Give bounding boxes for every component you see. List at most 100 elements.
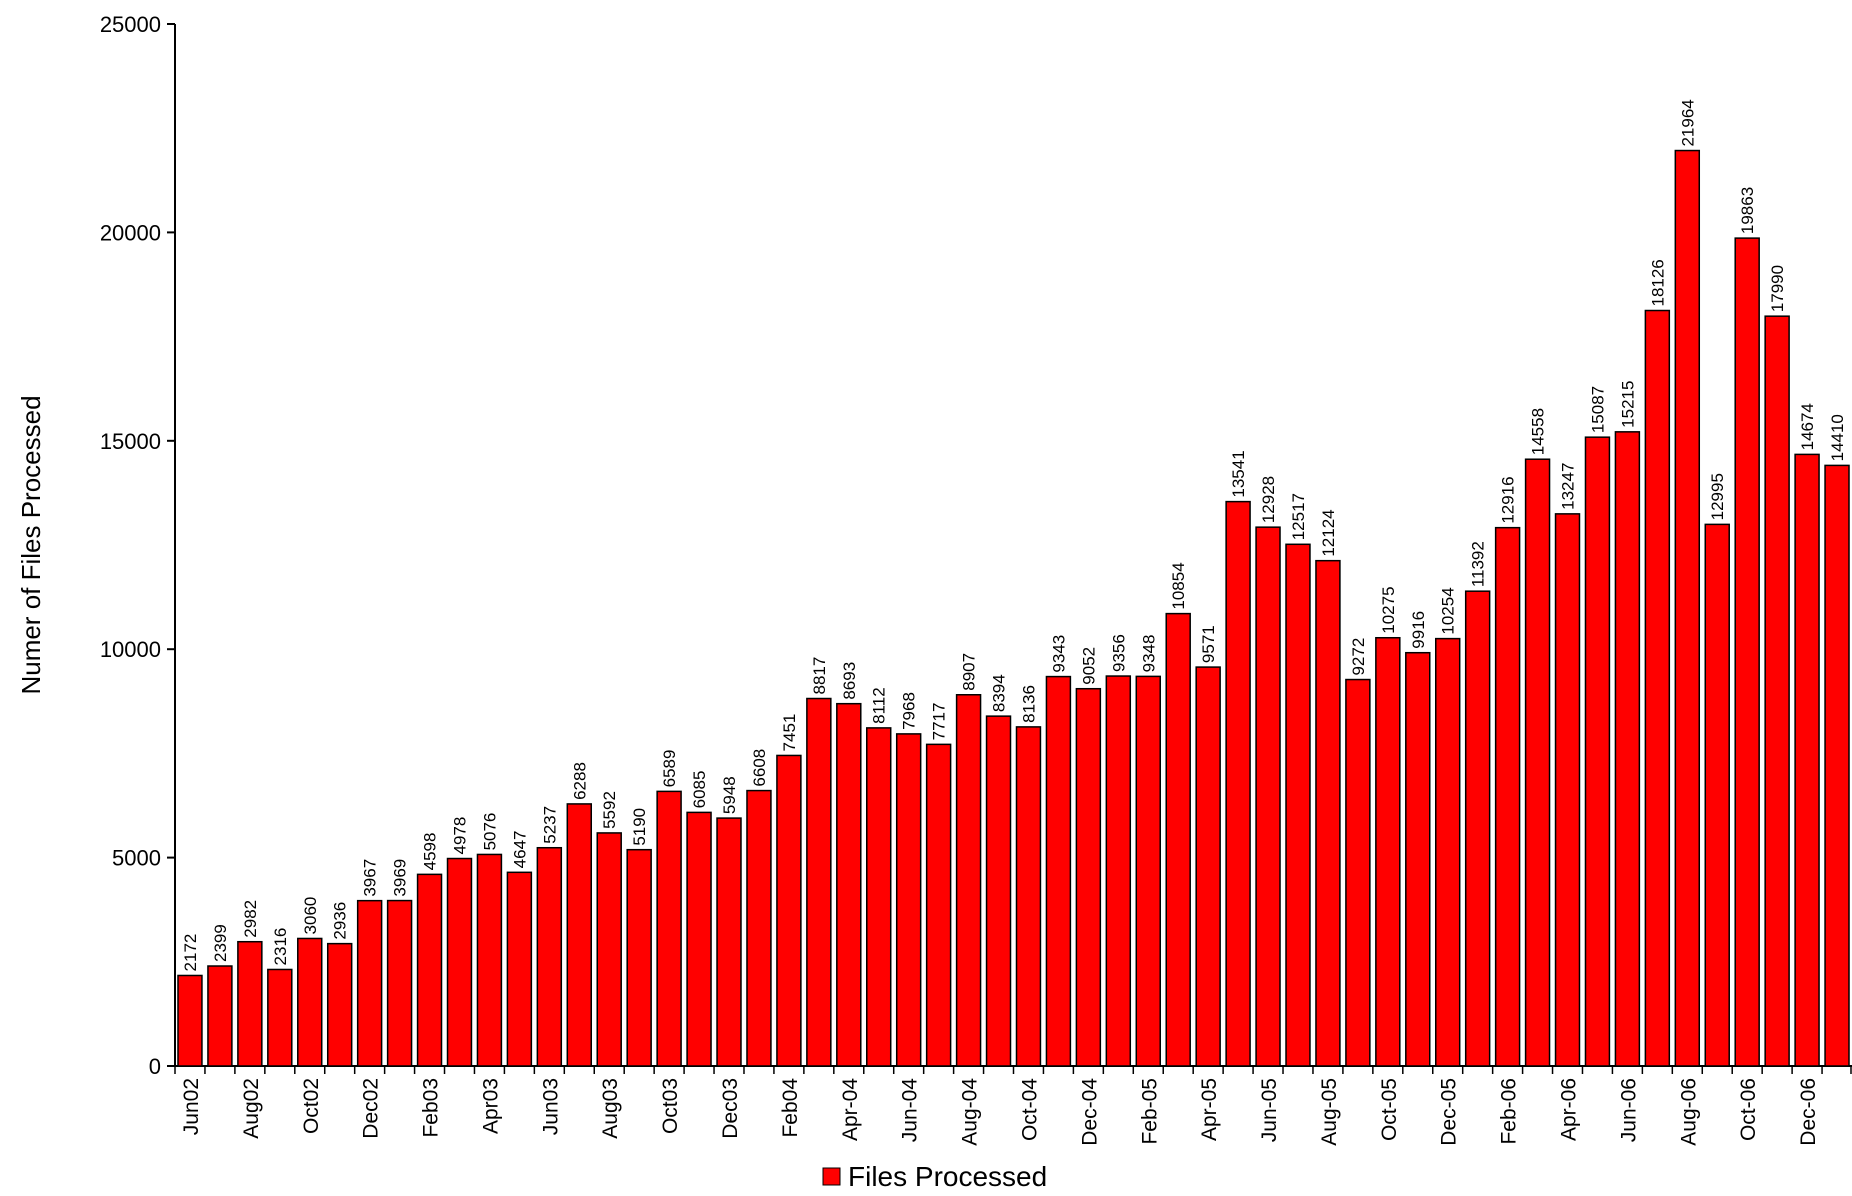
x-tick-label: Oct03: [659, 1078, 682, 1134]
y-tick-label: 0: [149, 1054, 161, 1079]
x-tick-label: Dec-05: [1438, 1078, 1461, 1146]
bar-value-label: 14674: [1798, 403, 1817, 450]
bar: [836, 702, 862, 1067]
bar-value-label: 5190: [630, 808, 649, 846]
x-tick-label: Apr-04: [839, 1078, 862, 1141]
bar: [267, 968, 293, 1067]
bar-value-label: 4978: [450, 817, 469, 855]
bar-value-label: 15087: [1588, 386, 1607, 433]
bar-value-label: 13247: [1559, 463, 1578, 510]
bar-series-files-processed: [177, 149, 1850, 1067]
bar: [1464, 590, 1491, 1067]
bar-value-label: 9571: [1199, 625, 1218, 663]
bar: [596, 832, 622, 1067]
bar: [776, 754, 802, 1067]
x-tick-label: Dec03: [719, 1078, 742, 1139]
data-labels: 2172 2399 2982 2316 3060 2936 3967 3969 4598 4978…: [181, 99, 1847, 971]
x-tick-label: Jun-06: [1617, 1078, 1640, 1142]
bar: [237, 940, 263, 1067]
bar-value-label: 4598: [421, 833, 440, 871]
bar-value-label: 15215: [1618, 381, 1637, 428]
bar: [1285, 543, 1311, 1067]
bar: [386, 899, 413, 1067]
bar: [985, 715, 1012, 1067]
bar: [506, 871, 533, 1067]
x-tick-label: Apr-06: [1558, 1078, 1581, 1141]
bar-value-label: 9272: [1349, 638, 1368, 676]
bar: [1794, 453, 1820, 1067]
x-tick-label: Dec-04: [1078, 1078, 1101, 1146]
legend-swatch: [822, 1167, 841, 1186]
x-tick-label: Feb-06: [1498, 1078, 1521, 1145]
bar: [1704, 523, 1730, 1067]
bar: [955, 694, 982, 1067]
bar-value-label: 7968: [900, 692, 919, 730]
bar: [446, 857, 473, 1067]
bar: [1554, 513, 1581, 1067]
bar: [746, 789, 772, 1067]
bar-value-label: 9052: [1079, 647, 1098, 685]
bar-value-label: 8693: [840, 662, 859, 700]
x-axis-ticks: Jun02 Aug02 Oct02 Dec02 Feb03 Apr03 Jun03 Aug03…: [174, 1066, 1852, 1146]
bar: [1734, 237, 1760, 1067]
bar: [1075, 687, 1102, 1067]
bar-value-label: 8136: [1019, 685, 1038, 723]
bar-value-label: 14558: [1529, 408, 1548, 455]
bar-value-label: 5076: [480, 813, 499, 851]
bar: [476, 853, 503, 1067]
bar: [1674, 149, 1701, 1067]
bar-value-label: 12928: [1259, 476, 1278, 523]
bar: [356, 899, 383, 1067]
bar-value-label: 12124: [1319, 509, 1338, 556]
bar-value-label: 10854: [1169, 562, 1188, 609]
x-tick-label: Jun-04: [899, 1078, 922, 1143]
bar: [297, 937, 323, 1067]
bar: [1764, 315, 1790, 1067]
x-tick-label: Apr-05: [1198, 1078, 1221, 1141]
bar: [806, 697, 832, 1067]
bar: [1494, 526, 1521, 1067]
bar: [1195, 666, 1221, 1067]
bar: [686, 811, 712, 1067]
bar: [566, 803, 593, 1067]
bar: [1255, 526, 1281, 1067]
bar: [207, 965, 233, 1067]
y-tick-label: 20000: [100, 220, 161, 245]
bar-value-label: 21964: [1678, 99, 1697, 146]
bar-value-label: 7451: [780, 714, 799, 752]
bar-value-label: 6589: [660, 750, 679, 788]
bar-value-label: 9356: [1109, 634, 1128, 672]
x-tick-label: Aug02: [240, 1078, 263, 1139]
y-axis-label: Numer of Files Processed: [16, 395, 46, 694]
bar: [1434, 637, 1461, 1067]
bar-value-label: 19863: [1738, 187, 1757, 234]
bar: [326, 942, 353, 1067]
bar: [925, 743, 952, 1067]
bar-value-label: 5948: [720, 776, 739, 814]
bar-value-label: 2982: [241, 900, 260, 938]
bar-value-label: 9916: [1409, 611, 1428, 649]
bar: [1824, 464, 1850, 1067]
bar-value-label: 11392: [1469, 541, 1488, 587]
bar: [1644, 309, 1671, 1067]
x-tick-label: Jun02: [180, 1078, 203, 1135]
x-tick-label: Oct02: [300, 1078, 323, 1134]
x-tick-label: Feb04: [779, 1078, 802, 1138]
bar: [1614, 431, 1641, 1067]
bar: [716, 817, 742, 1067]
bar-value-label: 5592: [600, 791, 619, 829]
bar-value-label: 12995: [1708, 473, 1727, 520]
bar: [1405, 651, 1431, 1067]
bar-value-label: 6288: [570, 762, 589, 800]
y-tick-label: 10000: [100, 637, 161, 662]
bar: [1135, 675, 1161, 1067]
x-tick-label: Feb-05: [1138, 1078, 1161, 1145]
x-tick-label: Jun03: [539, 1078, 562, 1135]
bar: [536, 846, 563, 1067]
bar: [656, 790, 682, 1067]
bar: [1375, 636, 1401, 1067]
x-tick-label: Oct-05: [1378, 1078, 1401, 1141]
bar-value-label: 6085: [690, 771, 709, 809]
bar-value-label: 10275: [1379, 586, 1398, 633]
x-tick-label: Jun-05: [1258, 1078, 1281, 1142]
